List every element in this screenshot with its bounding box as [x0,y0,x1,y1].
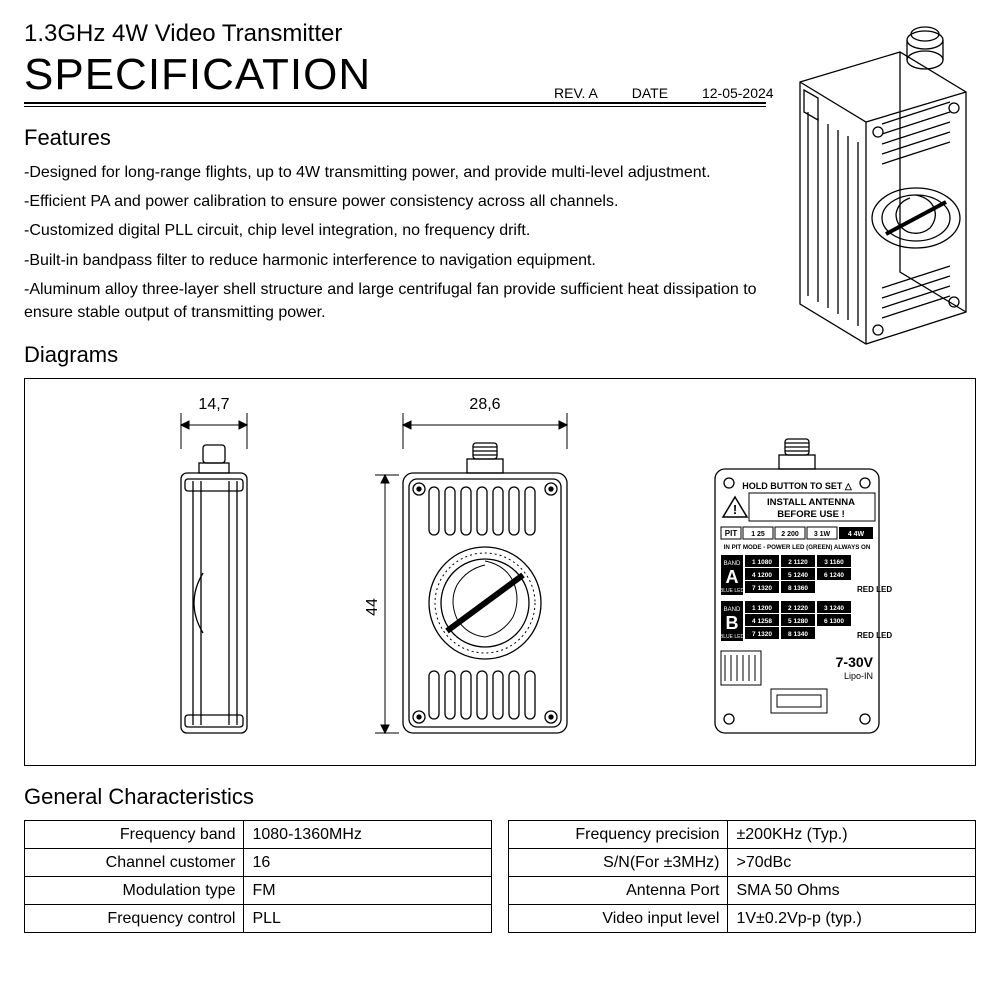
svg-text:!: ! [733,502,737,517]
svg-text:BLUE LED: BLUE LED [720,634,745,640]
svg-text:8 1360: 8 1360 [788,585,808,592]
svg-text:5 1280: 5 1280 [788,618,808,625]
svg-text:2 1220: 2 1220 [788,605,808,612]
feature-item: -Designed for long-range flights, up to … [24,161,764,184]
svg-text:INSTALL ANTENNA: INSTALL ANTENNA [767,497,855,508]
feature-item: -Efficient PA and power calibration to e… [24,190,764,213]
svg-text:4 1258: 4 1258 [752,618,772,625]
svg-text:2 200: 2 200 [781,531,799,538]
table-row: Frequency controlPLL [25,905,492,933]
table-row: Antenna PortSMA 50 Ohms [509,877,976,905]
feature-item: -Customized digital PLL circuit, chip le… [24,219,764,242]
svg-text:6 1240: 6 1240 [824,572,844,579]
isometric-drawing [770,12,978,360]
svg-text:3 1240: 3 1240 [824,605,844,612]
svg-text:28,6: 28,6 [469,396,500,413]
svg-text:44: 44 [364,598,381,616]
svg-text:5 1240: 5 1240 [788,572,808,579]
date-value: 12-05-2024 [702,85,774,101]
svg-text:1 1200: 1 1200 [752,605,772,612]
rev-label: REV. A [554,85,598,101]
date-label: DATE [632,85,668,101]
svg-text:BLUE LED: BLUE LED [720,588,745,594]
back-view: HOLD BUTTON TO SET △ ! INSTALL ANTENNA B… [685,393,915,753]
svg-text:2 1120: 2 1120 [788,559,808,566]
svg-text:IN PIT MODE - POWER LED (GREEN: IN PIT MODE - POWER LED (GREEN) ALWAYS O… [724,544,871,551]
svg-text:B: B [726,613,739,633]
svg-text:4 1200: 4 1200 [752,572,772,579]
svg-text:3 1W: 3 1W [814,531,831,538]
side-view: 14,7 [125,393,305,753]
svg-text:PIT: PIT [725,529,738,538]
svg-text:BEFORE USE !: BEFORE USE ! [777,509,845,520]
general-tables: Frequency band1080-1360MHz Channel custo… [24,820,976,933]
svg-text:1 25: 1 25 [751,531,765,538]
table-row: Modulation typeFM [25,877,492,905]
general-heading: General Characteristics [24,784,976,810]
svg-text:14,7: 14,7 [198,396,229,413]
table-row: Frequency band1080-1360MHz [25,821,492,849]
svg-text:4 4W: 4 4W [848,531,865,538]
svg-text:6 1300: 6 1300 [824,618,844,625]
svg-text:8 1340: 8 1340 [788,631,808,638]
svg-text:A: A [726,567,739,587]
svg-text:7 1320: 7 1320 [752,631,772,638]
table-row: Frequency precision±200KHz (Typ.) [509,821,976,849]
feature-item: -Aluminum alloy three-layer shell struct… [24,278,764,324]
rev-date: REV. A DATE 12-05-2024 [554,85,804,101]
spec-table-right: Frequency precision±200KHz (Typ.) S/N(Fo… [508,820,976,933]
svg-text:7-30V: 7-30V [836,654,874,670]
table-row: Channel customer16 [25,849,492,877]
svg-text:3 1160: 3 1160 [824,559,844,566]
svg-text:RED LED: RED LED [857,585,892,594]
front-view: 28,6 44 [355,393,615,753]
svg-text:7 1320: 7 1320 [752,585,772,592]
table-row: Video input level1V±0.2Vp-p (typ.) [509,905,976,933]
table-row: S/N(For ±3MHz)>70dBc [509,849,976,877]
svg-text:RED LED: RED LED [857,631,892,640]
page-title: SPECIFICATION [24,50,371,100]
feature-item: -Built-in bandpass filter to reduce harm… [24,249,764,272]
svg-text:HOLD BUTTON TO SET △: HOLD BUTTON TO SET △ [742,481,853,491]
svg-text:Lipo-IN: Lipo-IN [844,671,873,681]
svg-text:1 1080: 1 1080 [752,559,772,566]
spec-table-left: Frequency band1080-1360MHz Channel custo… [24,820,492,933]
header-rule [24,102,766,107]
diagrams-box: 14,7 28,6 [24,378,976,766]
